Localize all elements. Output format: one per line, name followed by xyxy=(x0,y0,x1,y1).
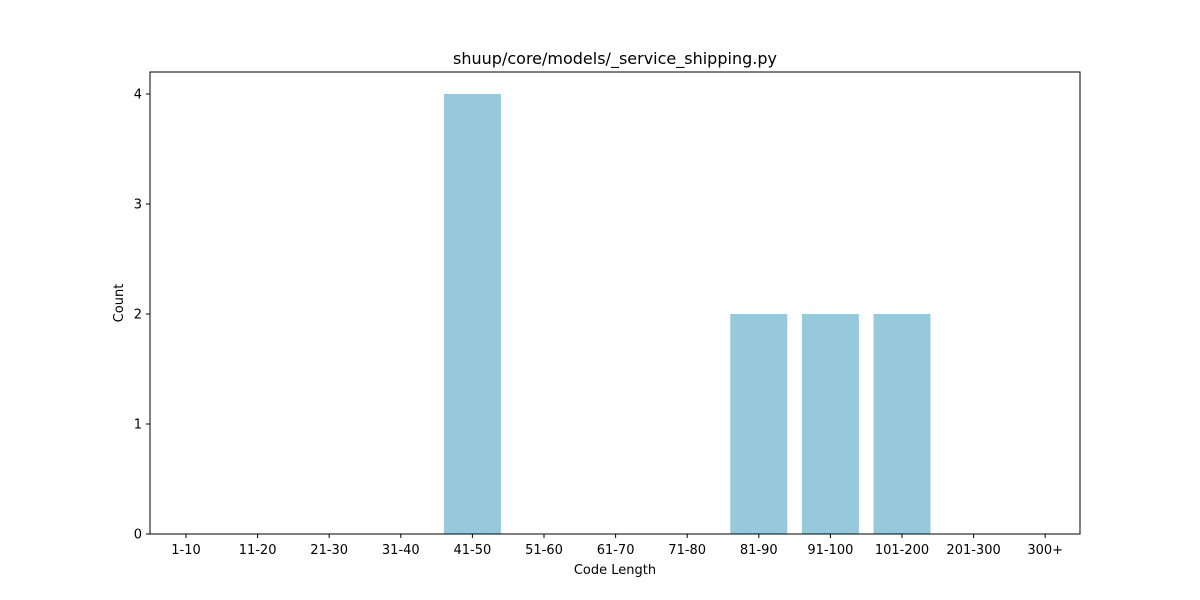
x-tick-label: 51-60 xyxy=(525,543,563,558)
y-tick-label: 3 xyxy=(134,198,142,213)
x-tick-label: 31-40 xyxy=(382,543,420,558)
bar-41-50 xyxy=(443,94,501,534)
x-tick-label: 91-100 xyxy=(807,543,853,558)
x-tick-label: 71-80 xyxy=(668,543,706,558)
plot-area-frame xyxy=(149,71,1081,535)
x-tick-label: 11-20 xyxy=(239,543,277,558)
bar-91-100 xyxy=(801,314,859,534)
x-tick-label: 41-50 xyxy=(454,543,492,558)
x-tick-label: 300+ xyxy=(1027,543,1063,558)
bar-81-90 xyxy=(730,314,788,534)
x-tick-label: 201-300 xyxy=(946,543,1000,558)
chart-title: shuup/core/models/_service_shipping.py xyxy=(453,49,777,69)
x-axis: 1-10 11-20 21-30 31-40 41-50 51-60 61-70 71-80 8… xyxy=(171,534,1063,558)
y-tick-label: 0 xyxy=(134,528,142,543)
x-tick-label: 1-10 xyxy=(171,543,201,558)
bar-101-200 xyxy=(873,314,931,534)
y-tick-label: 4 xyxy=(134,88,142,103)
y-axis: 0 1 2 3 4 xyxy=(134,88,150,543)
x-tick-label: 101-200 xyxy=(875,543,929,558)
bars-group xyxy=(443,94,931,534)
x-tick-label: 61-70 xyxy=(597,543,635,558)
y-tick-label: 1 xyxy=(134,418,142,433)
x-axis-label: Code Length xyxy=(574,563,656,578)
x-tick-label: 21-30 xyxy=(310,543,348,558)
y-axis-label: Count xyxy=(112,284,127,323)
x-tick-label: 81-90 xyxy=(740,543,778,558)
y-tick-label: 2 xyxy=(134,308,142,323)
